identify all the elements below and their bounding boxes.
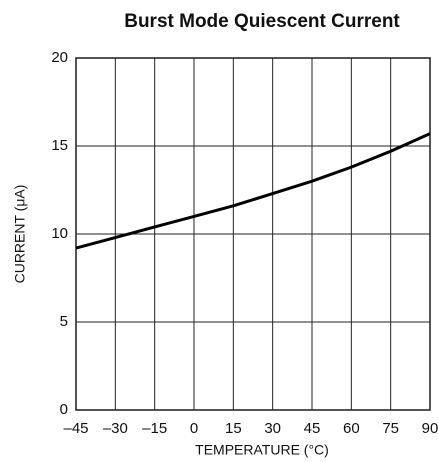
y-tick-label: 5 [60, 313, 68, 330]
x-tick-label: –30 [103, 420, 128, 437]
x-tick-label: 90 [422, 420, 438, 437]
chart-title: Burst Mode Quiescent Current [124, 11, 400, 32]
y-tick-label: 20 [51, 49, 68, 66]
x-tick-label: –15 [142, 420, 167, 437]
x-tick-label: 0 [190, 420, 198, 437]
y-tick-label: 15 [51, 137, 68, 154]
x-axis-label: TEMPERATURE (°C) [195, 442, 329, 458]
y-tick-label: 0 [60, 401, 68, 418]
data-line [75, 132, 431, 250]
x-tick-label: –45 [63, 420, 88, 437]
x-tick-label: 15 [225, 420, 242, 437]
x-tick-label: 60 [343, 420, 360, 437]
y-tick-label: 10 [51, 225, 68, 242]
y-axis-label: CURRENT (μA) [12, 185, 28, 284]
x-tick-label: 30 [264, 420, 281, 437]
x-tick-label: 75 [382, 420, 399, 437]
x-tick-label: 45 [304, 420, 321, 437]
